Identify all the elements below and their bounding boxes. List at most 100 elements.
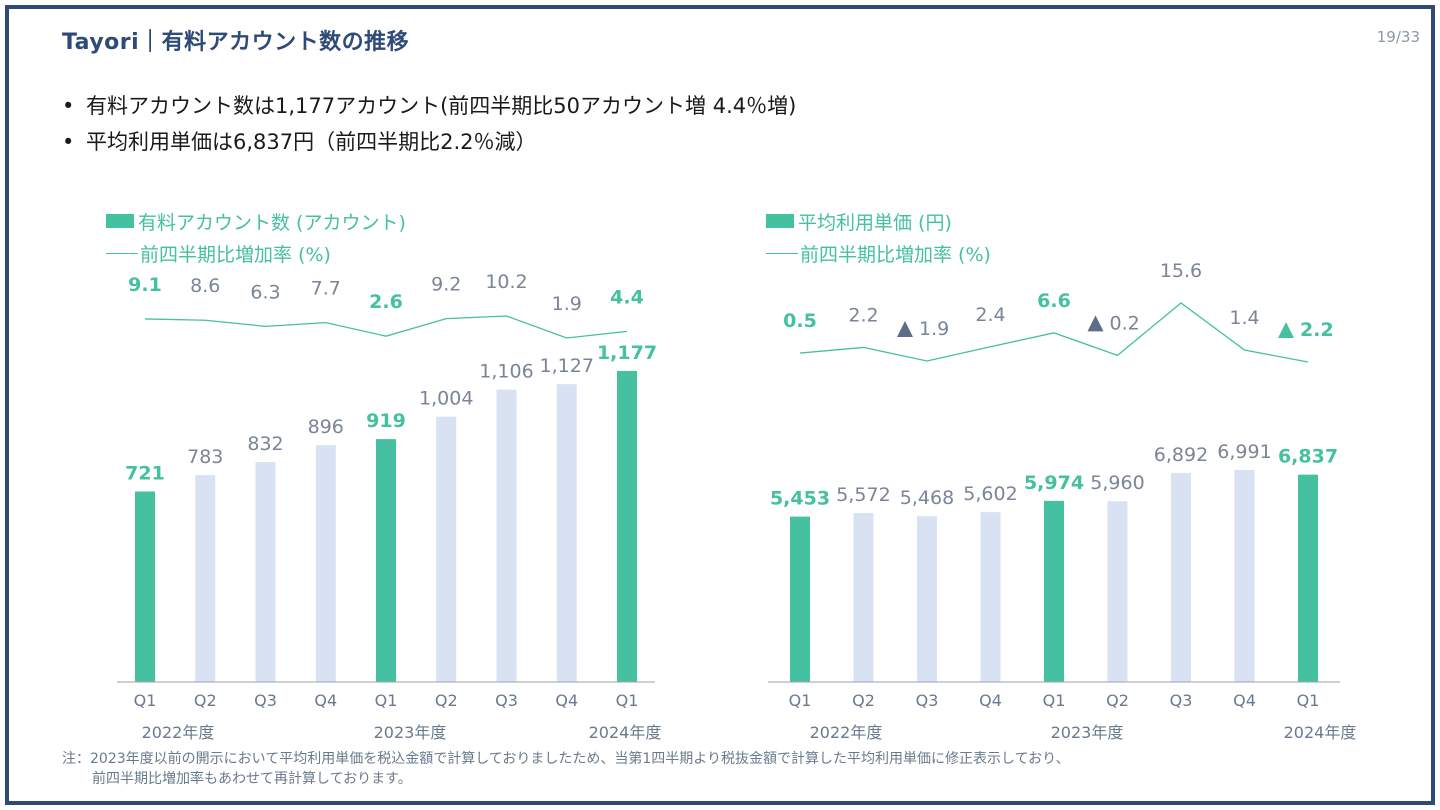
bar-value-label: 5,468 — [900, 487, 954, 509]
bar-value-label: 1,106 — [479, 361, 533, 383]
bar — [556, 384, 577, 682]
bar — [853, 513, 874, 682]
legend-bar-label: 有料アカウント数 (アカウント) — [138, 211, 406, 234]
x-tick-label: Q1 — [789, 691, 812, 710]
growth-rate-label: 1.9 — [552, 293, 582, 315]
bar — [135, 491, 155, 682]
bar — [376, 439, 396, 682]
bar-value-label: 5,602 — [963, 483, 1017, 505]
bar — [1171, 472, 1191, 682]
legend-line-entry: 前四半期比増加率 (%) — [106, 237, 406, 269]
legend-bar-label: 平均利用単価 (円) — [798, 211, 952, 234]
growth-rate-label: 8.6 — [190, 275, 220, 297]
x-tick-label: Q4 — [555, 691, 578, 710]
footnote-line-2: 前四半期比増加率もあわせて再計算しております。 — [92, 771, 412, 787]
growth-rate-label: 10.2 — [485, 271, 527, 293]
growth-rate-label: 0.2 — [1110, 312, 1140, 334]
bar-value-label: 1,004 — [419, 388, 473, 410]
page-title: Tayori｜有料アカウント数の推移 — [62, 30, 410, 55]
x-tick-label: Q1 — [1297, 691, 1320, 710]
growth-rate-label: 2.2 — [848, 304, 878, 326]
x-tick-label: Q2 — [852, 691, 875, 710]
bar-value-label: 5,453 — [770, 488, 830, 510]
legend-line-label: 前四半期比増加率 (%) — [800, 243, 991, 266]
bar — [436, 416, 457, 682]
growth-rate-line — [144, 315, 628, 339]
bullet-icon: • — [62, 94, 75, 118]
bar — [496, 389, 517, 682]
bar — [980, 512, 1001, 682]
x-tick-label: Q2 — [194, 691, 217, 710]
bar — [917, 516, 937, 682]
page-number: 19/33 — [1376, 28, 1420, 46]
decrease-triangle-icon — [1087, 315, 1104, 332]
legend-bar-swatch — [766, 214, 794, 228]
fiscal-year-label: 2024年度 — [589, 723, 662, 742]
bar-value-label: 832 — [247, 433, 283, 455]
growth-rate-label: 6.6 — [1037, 290, 1071, 312]
bar-value-label: 783 — [187, 446, 223, 468]
fiscal-year-label: 2023年度 — [1051, 723, 1124, 742]
bar — [1298, 474, 1318, 682]
legend-line-swatch — [766, 252, 798, 254]
x-tick-label: Q4 — [979, 691, 1002, 710]
bullet-item: • 平均利用単価は6,837円（前四半期比2.2％減） — [62, 124, 796, 160]
legend-line-label: 前四半期比増加率 (%) — [140, 243, 331, 266]
legend-unit-price: 平均利用単価 (円) 前四半期比増加率 (%) — [766, 205, 991, 269]
growth-rate-label: 1.4 — [1229, 307, 1259, 329]
growth-rate-line — [799, 302, 1309, 363]
legend-bar-entry: 有料アカウント数 (アカウント) — [106, 205, 406, 237]
bar — [255, 462, 276, 682]
x-tick-label: Q4 — [1233, 691, 1256, 710]
bar — [1107, 501, 1128, 682]
fiscal-year-label: 2024年度 — [1284, 723, 1357, 742]
bar-value-label: 919 — [366, 410, 406, 432]
bar — [617, 370, 637, 682]
growth-rate-label: 2.6 — [369, 291, 403, 313]
bar-value-label: 5,974 — [1024, 472, 1084, 494]
decrease-triangle-icon — [897, 321, 913, 338]
x-tick-label: Q2 — [1106, 691, 1129, 710]
slide-frame — [5, 5, 1435, 805]
bar-value-label: 6,892 — [1154, 444, 1208, 466]
growth-rate-label: 1.9 — [919, 318, 949, 340]
x-tick-label: Q3 — [254, 691, 277, 710]
bar — [1234, 469, 1255, 682]
bar — [790, 516, 810, 682]
legend-bar-swatch — [106, 214, 134, 228]
footnote-line-1: 注：2023年度以前の開示において平均利用単価を税込金額で計算しておりましたため… — [62, 751, 1070, 767]
summary-bullets: • 有料アカウント数は1,177アカウント(前四半期比50アカウント増 4.4％増… — [62, 88, 796, 160]
growth-rate-label: 7.7 — [311, 278, 341, 300]
x-tick-label: Q3 — [916, 691, 939, 710]
x-tick-label: Q1 — [375, 691, 398, 710]
bar-value-label: 721 — [125, 462, 165, 484]
x-tick-label: Q2 — [435, 691, 458, 710]
legend-accounts: 有料アカウント数 (アカウント) 前四半期比増加率 (%) — [106, 205, 406, 269]
growth-rate-label: 9.2 — [431, 274, 461, 296]
growth-rate-label: 2.2 — [1300, 319, 1334, 341]
bar-value-label: 1,127 — [540, 355, 594, 377]
bullet-text: 平均利用単価は6,837円（前四半期比2.2％減） — [86, 130, 537, 154]
x-tick-label: Q4 — [314, 691, 337, 710]
fiscal-year-label: 2022年度 — [810, 723, 883, 742]
x-tick-label: Q3 — [1170, 691, 1193, 710]
bar-value-label: 6,837 — [1278, 446, 1338, 468]
bullet-icon: • — [62, 130, 75, 154]
bar-value-label: 6,991 — [1217, 441, 1271, 463]
x-tick-label: Q1 — [616, 691, 639, 710]
x-tick-label: Q1 — [134, 691, 157, 710]
legend-bar-entry: 平均利用単価 (円) — [766, 205, 991, 237]
decrease-triangle-icon — [1278, 322, 1294, 338]
fiscal-year-label: 2023年度 — [374, 723, 447, 742]
bar — [1044, 500, 1064, 682]
bar — [195, 475, 216, 682]
bullet-text: 有料アカウント数は1,177アカウント(前四半期比50アカウント増 4.4％増) — [86, 94, 797, 118]
bar — [315, 445, 336, 682]
x-tick-label: Q1 — [1043, 691, 1066, 710]
bar-value-label: 1,177 — [597, 342, 657, 364]
bar-value-label: 5,572 — [836, 484, 890, 506]
bullet-item: • 有料アカウント数は1,177アカウント(前四半期比50アカウント増 4.4％増… — [62, 88, 796, 124]
growth-rate-label: 2.4 — [975, 304, 1005, 326]
bar-value-label: 896 — [308, 416, 344, 438]
